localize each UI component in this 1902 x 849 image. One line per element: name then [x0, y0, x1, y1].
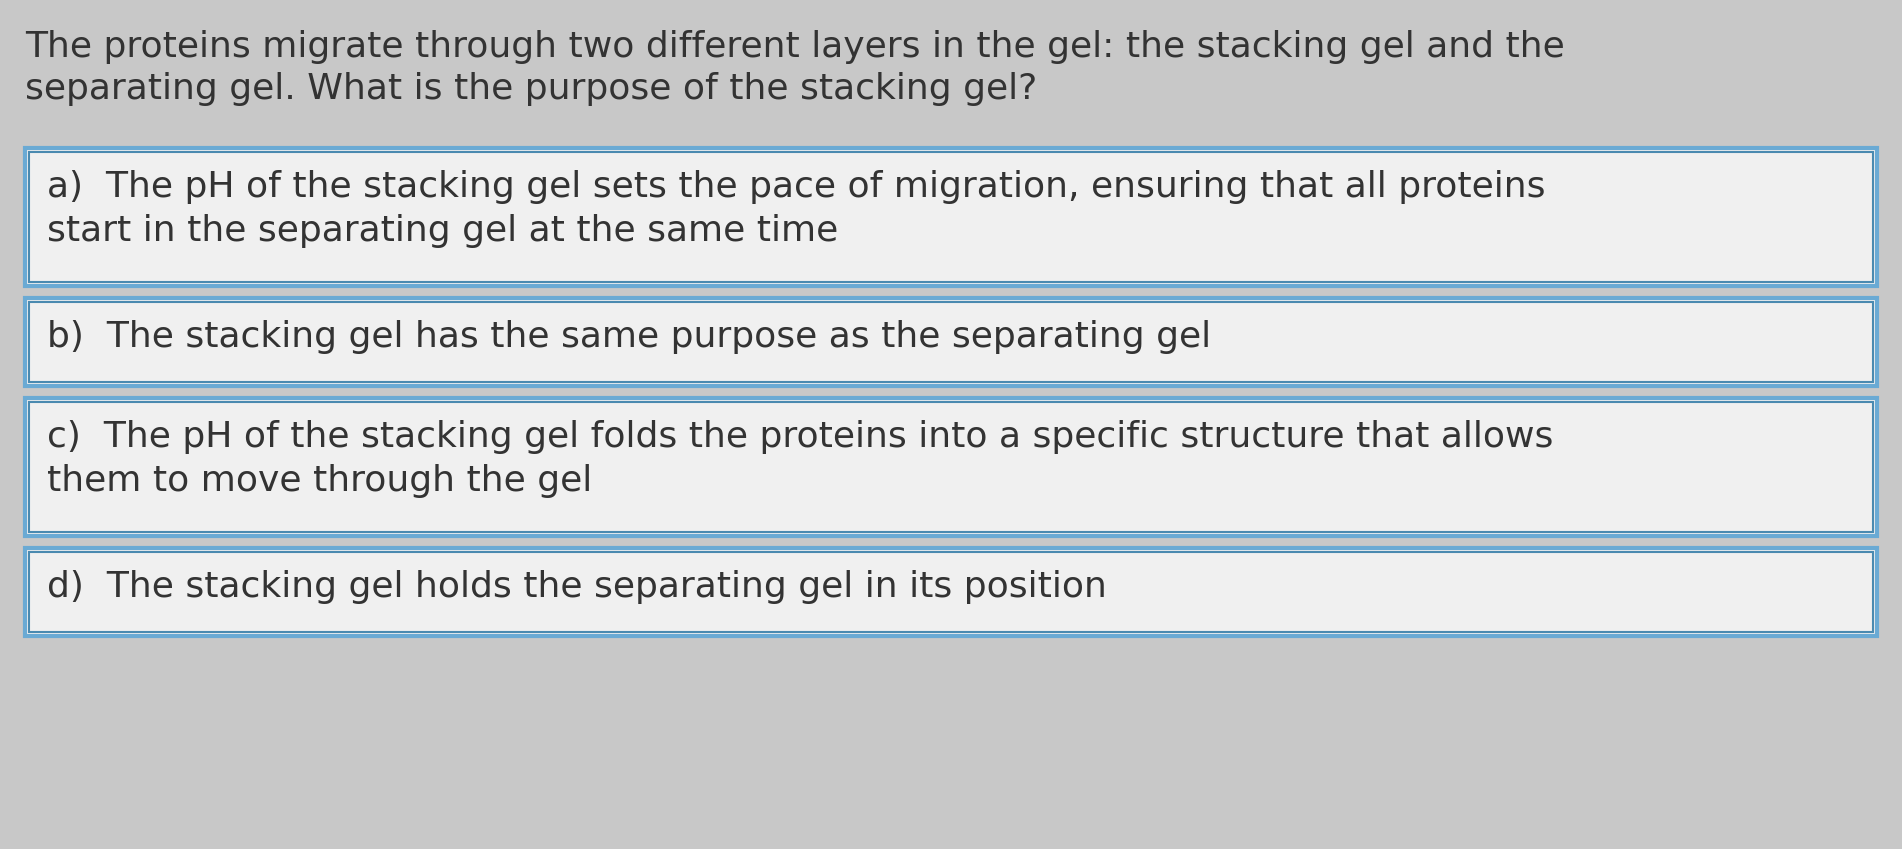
Text: start in the separating gel at the same time: start in the separating gel at the same … [48, 214, 839, 248]
Text: d)  The stacking gel holds the separating gel in its position: d) The stacking gel holds the separating… [48, 570, 1107, 604]
Text: c)  The pH of the stacking gel folds the proteins into a specific structure that: c) The pH of the stacking gel folds the … [48, 420, 1554, 454]
FancyBboxPatch shape [25, 298, 1877, 386]
FancyBboxPatch shape [25, 148, 1877, 286]
Text: The proteins migrate through two different layers in the gel: the stacking gel a: The proteins migrate through two differe… [25, 30, 1565, 64]
Text: a)  The pH of the stacking gel sets the pace of migration, ensuring that all pro: a) The pH of the stacking gel sets the p… [48, 170, 1546, 204]
FancyBboxPatch shape [25, 398, 1877, 536]
Text: separating gel. What is the purpose of the stacking gel?: separating gel. What is the purpose of t… [25, 72, 1037, 106]
Text: them to move through the gel: them to move through the gel [48, 464, 592, 498]
Text: b)  The stacking gel has the same purpose as the separating gel: b) The stacking gel has the same purpose… [48, 320, 1212, 354]
FancyBboxPatch shape [25, 548, 1877, 636]
